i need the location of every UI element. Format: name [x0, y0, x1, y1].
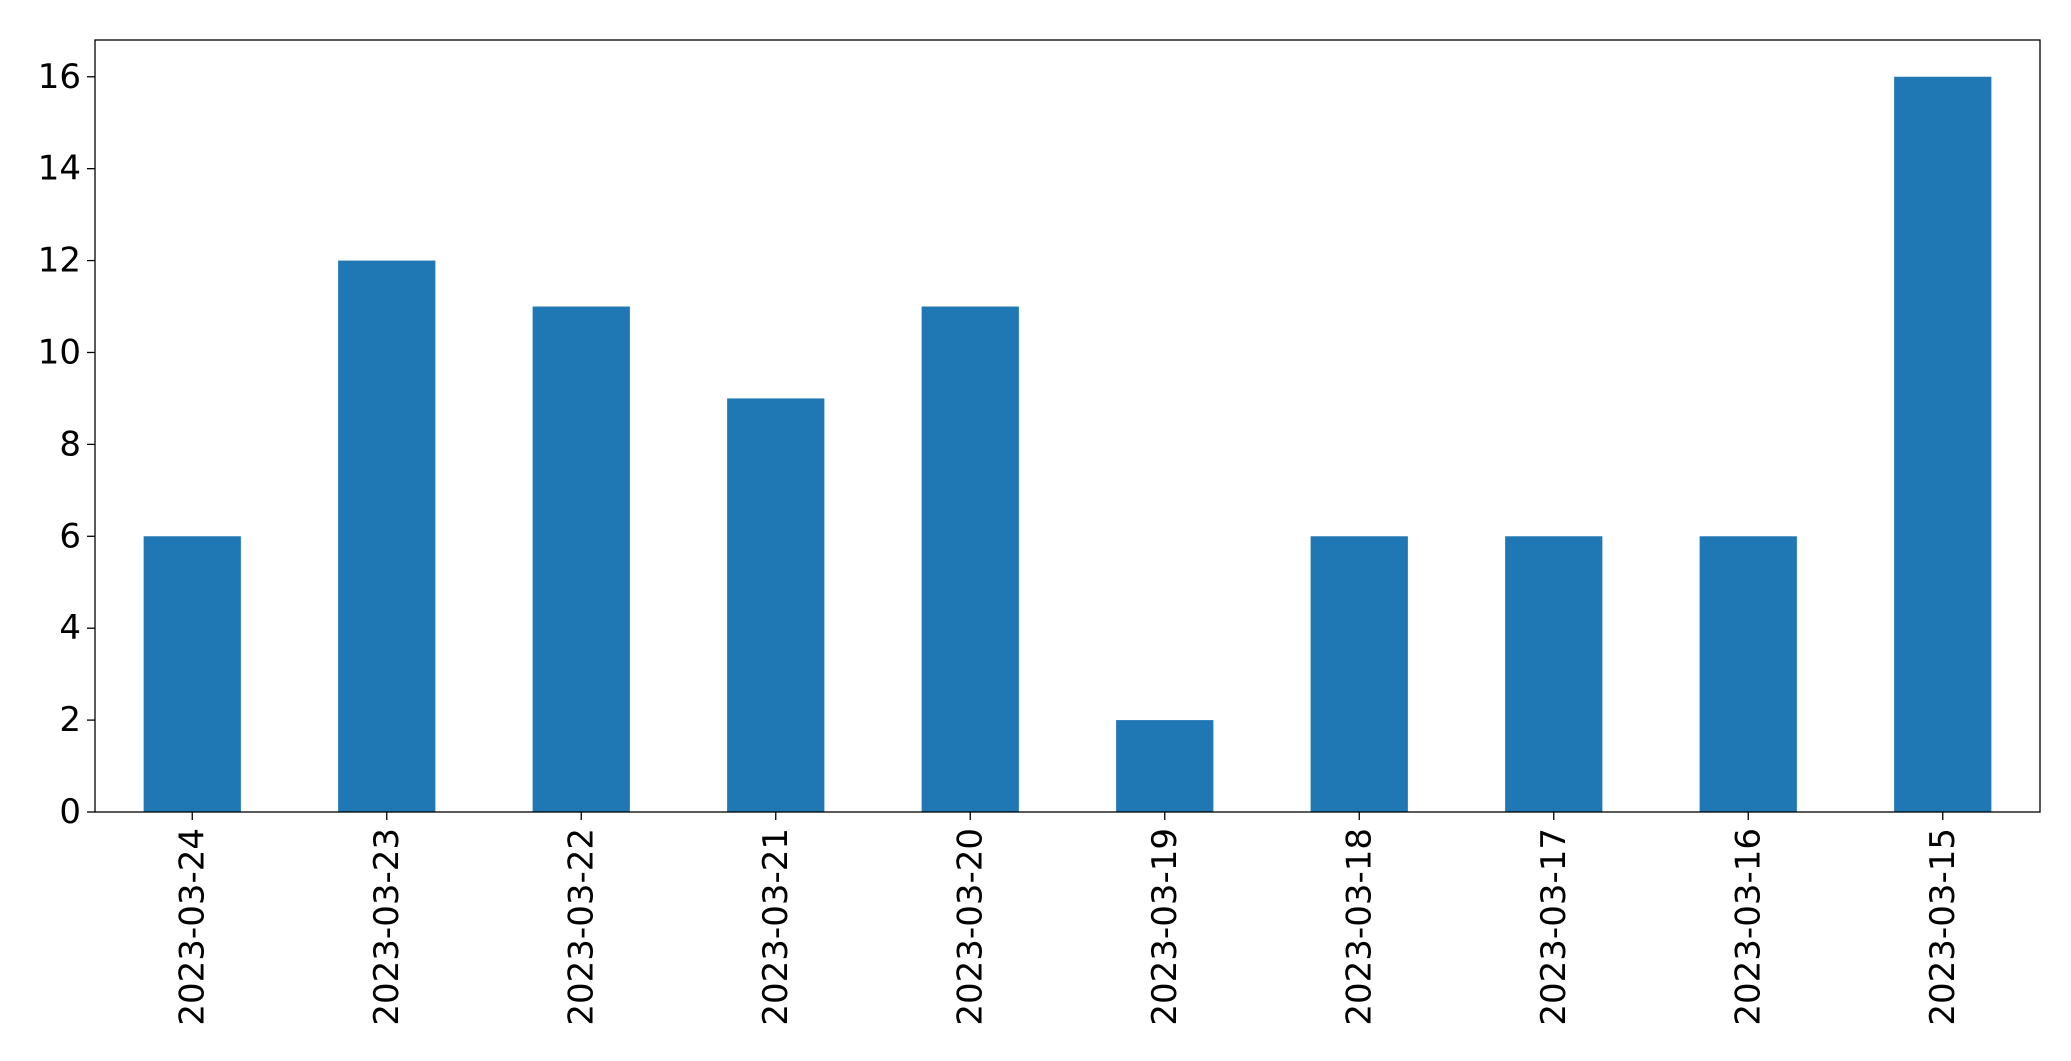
bar-2023-03-23	[338, 260, 436, 813]
bar-2023-03-15	[1894, 76, 1992, 812]
y-axis: 0 2 4 6 8 10 12 14 16	[38, 57, 95, 832]
x-tick-label: 2023-03-21	[756, 828, 796, 1026]
y-tick-label: 0	[59, 792, 81, 832]
x-tick-label: 2023-03-17	[1534, 828, 1574, 1026]
x-tick-label: 2023-03-16	[1728, 828, 1768, 1026]
x-axis: 2023-03-24 2023-03-23 2023-03-22 2023-03-21…	[172, 812, 1963, 1026]
bar-2023-03-24	[143, 536, 241, 812]
x-tick-label: 2023-03-19	[1145, 828, 1185, 1026]
bar-2023-03-16	[1699, 536, 1797, 812]
bar-2023-03-21	[727, 398, 825, 812]
x-tick-label: 2023-03-24	[172, 828, 212, 1026]
bars-group	[143, 76, 1992, 813]
y-tick-label: 6	[59, 516, 81, 556]
bar-2023-03-18	[1310, 536, 1408, 812]
x-tick-label: 2023-03-22	[561, 828, 601, 1026]
y-tick-label: 8	[59, 424, 81, 464]
y-tick-label: 12	[38, 241, 81, 281]
y-tick-label: 10	[38, 332, 81, 372]
bar-2023-03-19	[1116, 720, 1214, 812]
x-tick-label: 2023-03-23	[367, 828, 407, 1026]
x-tick-label: 2023-03-20	[950, 828, 990, 1026]
y-tick-label: 14	[38, 149, 81, 189]
y-tick-label: 16	[38, 57, 81, 97]
bar-2023-03-17	[1505, 536, 1603, 812]
y-tick-label: 4	[59, 608, 81, 648]
y-tick-label: 2	[59, 700, 81, 740]
x-tick-label: 2023-03-15	[1923, 828, 1963, 1026]
plot-frame	[94, 39, 2041, 813]
bar-2023-03-20	[921, 306, 1019, 812]
x-tick-label: 2023-03-18	[1339, 828, 1379, 1026]
bar-2023-03-22	[532, 306, 630, 812]
